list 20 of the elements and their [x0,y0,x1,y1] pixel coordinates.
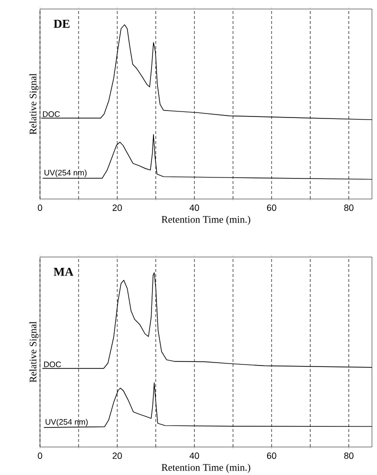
chart-title: MA [54,268,74,276]
x-tick-label: 0 [38,204,42,211]
x-tick-label: 0 [38,452,42,459]
x-tick-label: 80 [344,204,354,211]
series-label: UV(254 nm) [44,170,87,178]
x-tick-label: 40 [190,452,200,459]
x-tick-label: 60 [267,452,276,459]
y-axis-title: Relative Signal [29,322,38,382]
series-label: UV(254 nm) [46,418,88,426]
x-tick-label: 20 [112,452,122,459]
x-tick-label: 40 [190,204,200,211]
chart-title: DE [54,20,70,28]
x-tick-label: 60 [267,204,276,211]
x-tick-label: 80 [344,452,354,459]
y-axis-title: Relative Signal [29,74,38,134]
series-label: DOC [44,362,61,368]
x-tick-label: 20 [112,204,122,211]
series-label: DOC [43,111,60,117]
x-axis-title: Retention Time (min.) [162,464,250,473]
x-axis-title: Retention Time (min.) [162,216,250,225]
